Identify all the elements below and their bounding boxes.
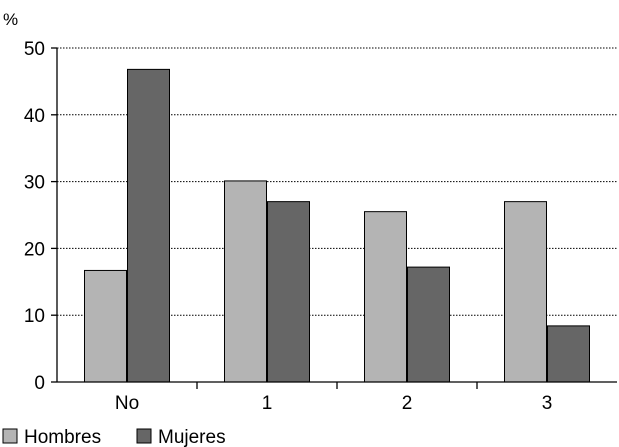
- bar-hombres-0: [84, 269, 127, 383]
- x-tick-label: 3: [542, 393, 553, 414]
- y-tick-label: 0: [34, 373, 45, 394]
- legend-swatch-hombres: [2, 428, 18, 444]
- tick-labels: 0 10 20 30 40 50 No 1 2 3: [24, 39, 552, 414]
- bar-mujeres-3: [547, 325, 590, 383]
- x-tick-label: No: [115, 393, 139, 414]
- legend-label-mujeres: Mujeres: [158, 427, 226, 447]
- axes: [51, 47, 617, 389]
- legend-label-hombres: Hombres: [24, 427, 101, 447]
- bar-mujeres-1: [267, 201, 310, 383]
- bar-mujeres-0: [127, 68, 170, 383]
- y-tick-label: 50: [24, 39, 45, 60]
- y-tick-label: 30: [24, 173, 45, 194]
- y-tick-label: 40: [24, 106, 45, 127]
- bar-hombres-3: [504, 201, 547, 383]
- x-tick-label: 2: [402, 393, 413, 414]
- legend: Hombres Mujeres: [2, 427, 226, 447]
- bar-hombres-1: [224, 180, 267, 383]
- y-axis-unit-label: %: [3, 10, 18, 29]
- y-tick-label: 10: [24, 306, 45, 327]
- bar-mujeres-2: [407, 266, 450, 383]
- legend-swatch-mujeres: [136, 428, 152, 444]
- bars: [84, 68, 590, 383]
- bar-hombres-2: [364, 211, 407, 383]
- y-tick-label: 20: [24, 239, 45, 260]
- x-tick-label: 1: [262, 393, 273, 414]
